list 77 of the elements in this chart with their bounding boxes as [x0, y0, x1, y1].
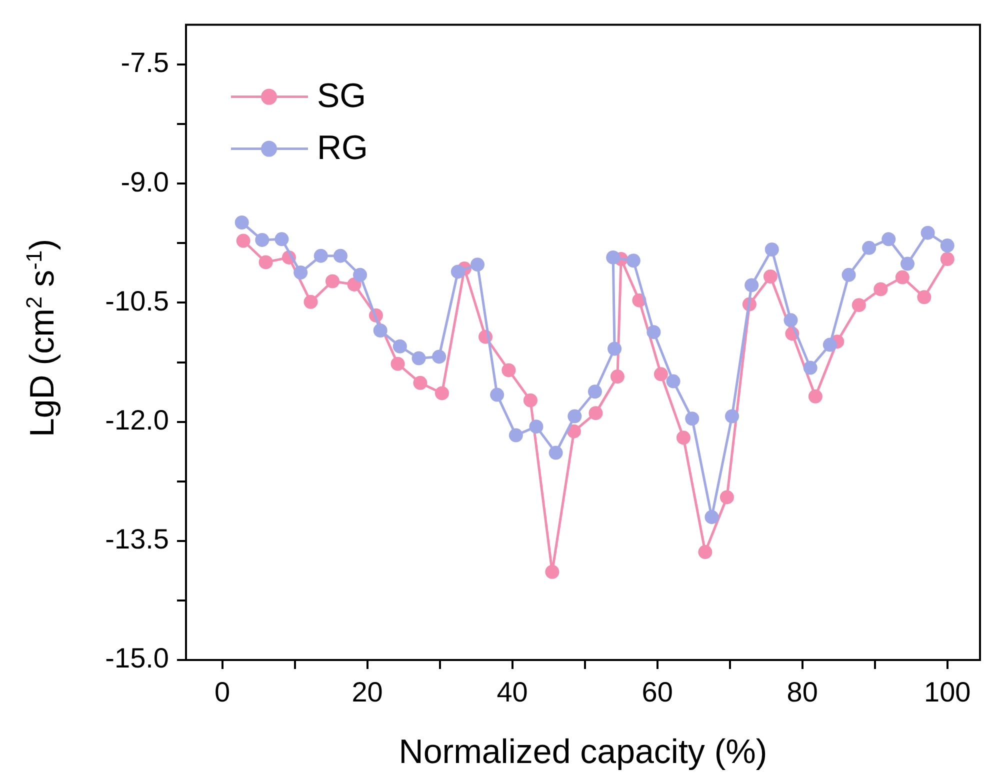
point — [588, 384, 602, 399]
point — [900, 256, 914, 271]
point — [917, 290, 932, 304]
point — [325, 274, 340, 288]
x-tick-label: 40 — [496, 676, 528, 708]
point — [874, 282, 888, 296]
point — [529, 420, 544, 434]
point — [566, 424, 581, 438]
legend-label: RG — [317, 129, 368, 168]
point — [390, 356, 405, 371]
point — [610, 370, 624, 384]
point — [646, 325, 661, 340]
x-tick-label: 0 — [214, 676, 230, 708]
point — [450, 264, 465, 279]
point — [654, 367, 668, 382]
point — [842, 268, 856, 282]
point — [895, 270, 910, 284]
point — [274, 232, 289, 246]
y-tick-label: -10.5 — [105, 285, 169, 316]
y-tick-label: -12.0 — [105, 404, 169, 436]
point — [548, 446, 563, 460]
point — [940, 252, 954, 266]
point — [606, 250, 620, 264]
point — [763, 270, 778, 284]
point — [698, 545, 712, 560]
point — [725, 409, 740, 424]
point — [502, 363, 516, 378]
point — [258, 255, 273, 270]
point — [808, 389, 822, 404]
point — [413, 376, 428, 390]
x-tick-label: 60 — [642, 676, 673, 708]
point — [784, 313, 798, 328]
point — [294, 266, 308, 280]
point — [434, 386, 449, 400]
point — [568, 409, 582, 424]
point — [882, 232, 896, 246]
point — [508, 428, 523, 442]
x-tick-label: 100 — [924, 676, 971, 708]
point — [822, 338, 837, 352]
y-tick-label: -9.0 — [120, 166, 169, 198]
x-tick-label: 80 — [786, 676, 818, 708]
point — [764, 242, 779, 256]
point — [720, 490, 734, 504]
point — [353, 268, 368, 282]
point — [255, 232, 270, 247]
point — [588, 406, 603, 420]
point — [314, 248, 328, 263]
point — [236, 234, 250, 248]
point — [666, 374, 680, 388]
point — [920, 226, 935, 240]
y-tick-label: -13.5 — [105, 524, 169, 555]
y-tick-label: -7.5 — [120, 47, 169, 78]
y-tick-label: -15.0 — [105, 642, 169, 674]
point — [940, 238, 954, 253]
point — [523, 393, 538, 408]
point — [304, 294, 318, 309]
point — [704, 510, 719, 524]
x-axis-title: Normalized capacity (%) — [398, 732, 768, 771]
point — [333, 248, 348, 263]
point — [852, 298, 866, 312]
point — [744, 278, 759, 292]
point — [545, 564, 560, 579]
point — [234, 216, 249, 230]
point — [432, 350, 446, 364]
point — [392, 339, 407, 354]
legend-label: SG — [317, 77, 366, 116]
point — [490, 388, 504, 402]
point — [676, 430, 690, 445]
x-tick-label: 20 — [352, 676, 383, 708]
point — [412, 351, 426, 366]
point — [626, 254, 640, 268]
point — [862, 240, 876, 255]
point — [803, 360, 818, 375]
point — [373, 323, 388, 338]
point — [608, 342, 622, 356]
point — [685, 412, 700, 426]
point — [470, 258, 484, 272]
